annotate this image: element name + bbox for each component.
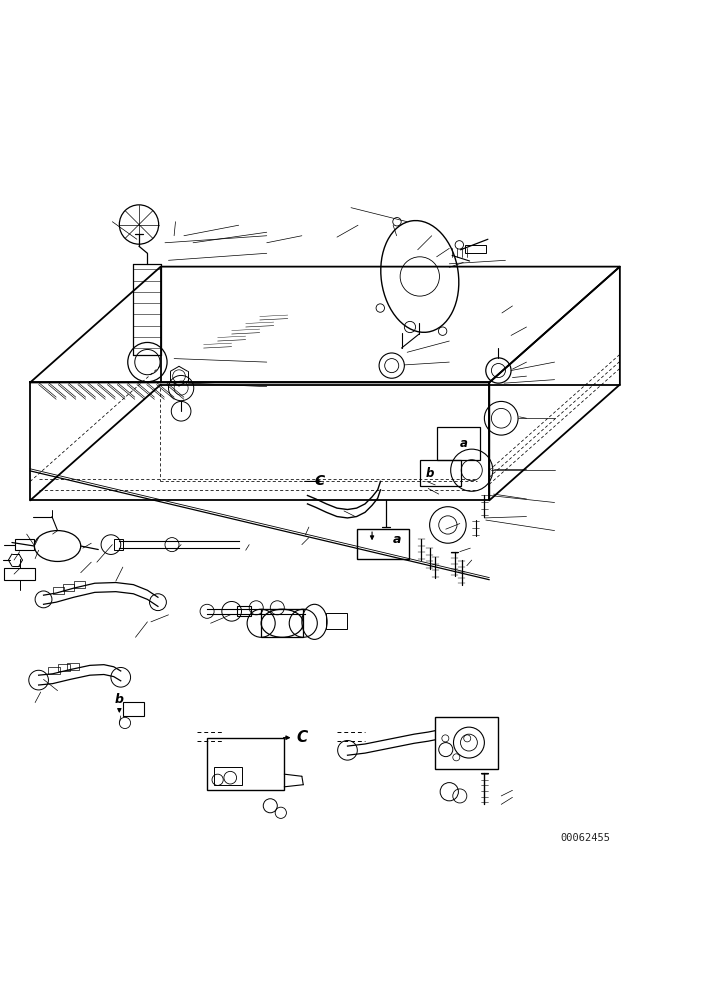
Text: C: C [314, 474, 324, 488]
Bar [67, 662, 79, 669]
Text: C: C [296, 731, 307, 745]
Bar [58, 664, 70, 671]
Text: 00062455: 00062455 [561, 833, 611, 843]
Text: a: a [459, 437, 468, 450]
Bar [357, 530, 409, 559]
Bar [237, 606, 251, 616]
Bar [48, 667, 60, 674]
Bar [74, 581, 85, 588]
Bar [114, 539, 123, 550]
Bar [15, 539, 34, 550]
Bar [214, 767, 242, 785]
Bar [261, 609, 303, 637]
Text: b: b [115, 692, 124, 706]
Bar [420, 459, 461, 486]
Bar [53, 587, 64, 594]
Bar [207, 738, 284, 790]
Bar [435, 717, 498, 769]
Bar [465, 245, 486, 253]
Text: a: a [393, 533, 402, 546]
Bar [63, 584, 74, 591]
Bar [123, 701, 144, 716]
Bar [4, 569, 35, 580]
Text: b: b [426, 466, 435, 479]
Bar [326, 613, 347, 629]
Bar [437, 427, 480, 460]
